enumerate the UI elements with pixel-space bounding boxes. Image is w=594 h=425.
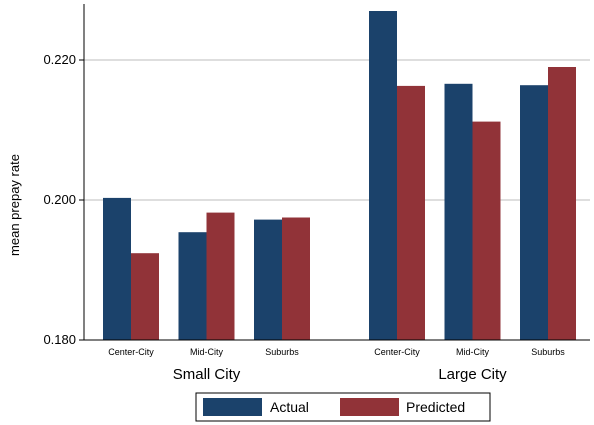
bar-actual-large-city-center-city [369,11,397,340]
bars [103,11,576,341]
bar-predicted-large-city-suburbs [548,67,576,340]
x-tick-label: Center-City [374,347,420,357]
bar-predicted-large-city-mid-city [472,121,501,340]
legend-swatch-predicted [340,398,399,416]
y-ticks: 0.180 0.200 0.220 [43,52,84,347]
bar-predicted-small-city-center-city [131,253,159,340]
bar-actual-small-city-center-city [103,197,131,340]
bar-actual-large-city-mid-city [444,83,473,341]
legend-label-predicted: Predicted [406,399,465,415]
bar-predicted-large-city-center-city [397,85,425,341]
x-tick-label: Center-City [108,347,154,357]
y-tick-label: 0.200 [43,192,76,207]
bar-actual-small-city-mid-city [178,232,207,340]
y-tick-label: 0.220 [43,52,76,67]
gridlines [84,59,590,201]
bar-predicted-small-city-suburbs [282,217,310,340]
bar-actual-large-city-suburbs [520,85,548,340]
x-tick-label: Mid-City [190,347,223,357]
x-tick-label: Suburbs [531,347,565,357]
x-tick-label: Mid-City [456,347,489,357]
group-label: Small City [173,366,241,383]
axes [83,4,590,341]
legend: Actual Predicted [195,392,491,422]
legend-label-actual: Actual [270,399,309,415]
group-label: Large City [438,366,507,383]
bar-actual-small-city-suburbs [254,219,282,340]
x-ticks: Center-City Mid-City Suburbs Small City Cent… [108,347,565,383]
legend-swatch-actual [203,398,262,416]
bar-predicted-small-city-mid-city [206,212,235,340]
y-axis-label: mean prepay rate [7,154,22,256]
x-tick-label: Suburbs [265,347,299,357]
y-tick-label: 0.180 [43,332,76,347]
